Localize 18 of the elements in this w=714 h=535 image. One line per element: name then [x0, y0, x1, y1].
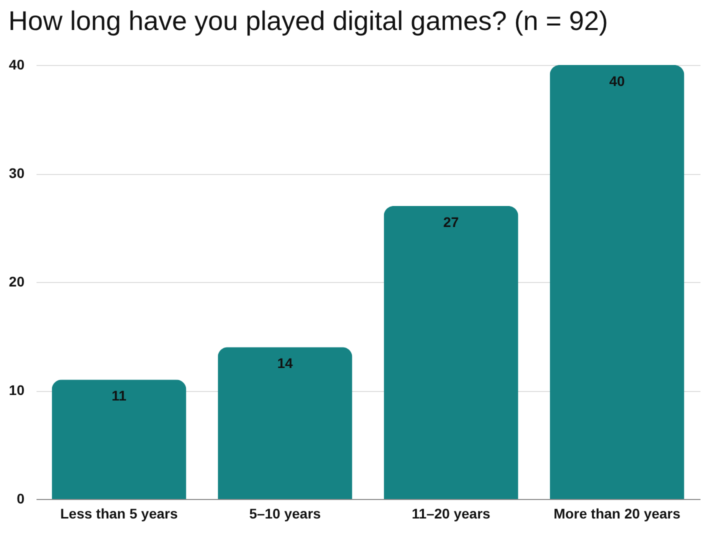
data-label: 14	[277, 355, 293, 372]
x-tick-label: More than 20 years	[554, 506, 681, 522]
x-tick-label: Less than 5 years	[60, 506, 178, 522]
y-tick-label: 20	[8, 274, 25, 290]
bar	[550, 65, 684, 499]
data-label: 11	[112, 388, 127, 404]
data-label: 40	[609, 73, 625, 89]
y-tick-label: 40	[8, 56, 25, 72]
bar	[52, 380, 186, 499]
x-tick-label: 11–20 years	[412, 506, 491, 522]
x-tick-label: 5–10 years	[249, 506, 322, 522]
y-tick-label: 10	[8, 382, 25, 398]
y-tick-label: 30	[8, 165, 25, 181]
bar	[384, 206, 518, 499]
chart-title: How long have you played digital games? (n = 92)	[8, 6, 608, 36]
y-tick-label: 0	[16, 490, 25, 506]
data-label: 27	[443, 214, 459, 230]
bar	[218, 347, 352, 499]
